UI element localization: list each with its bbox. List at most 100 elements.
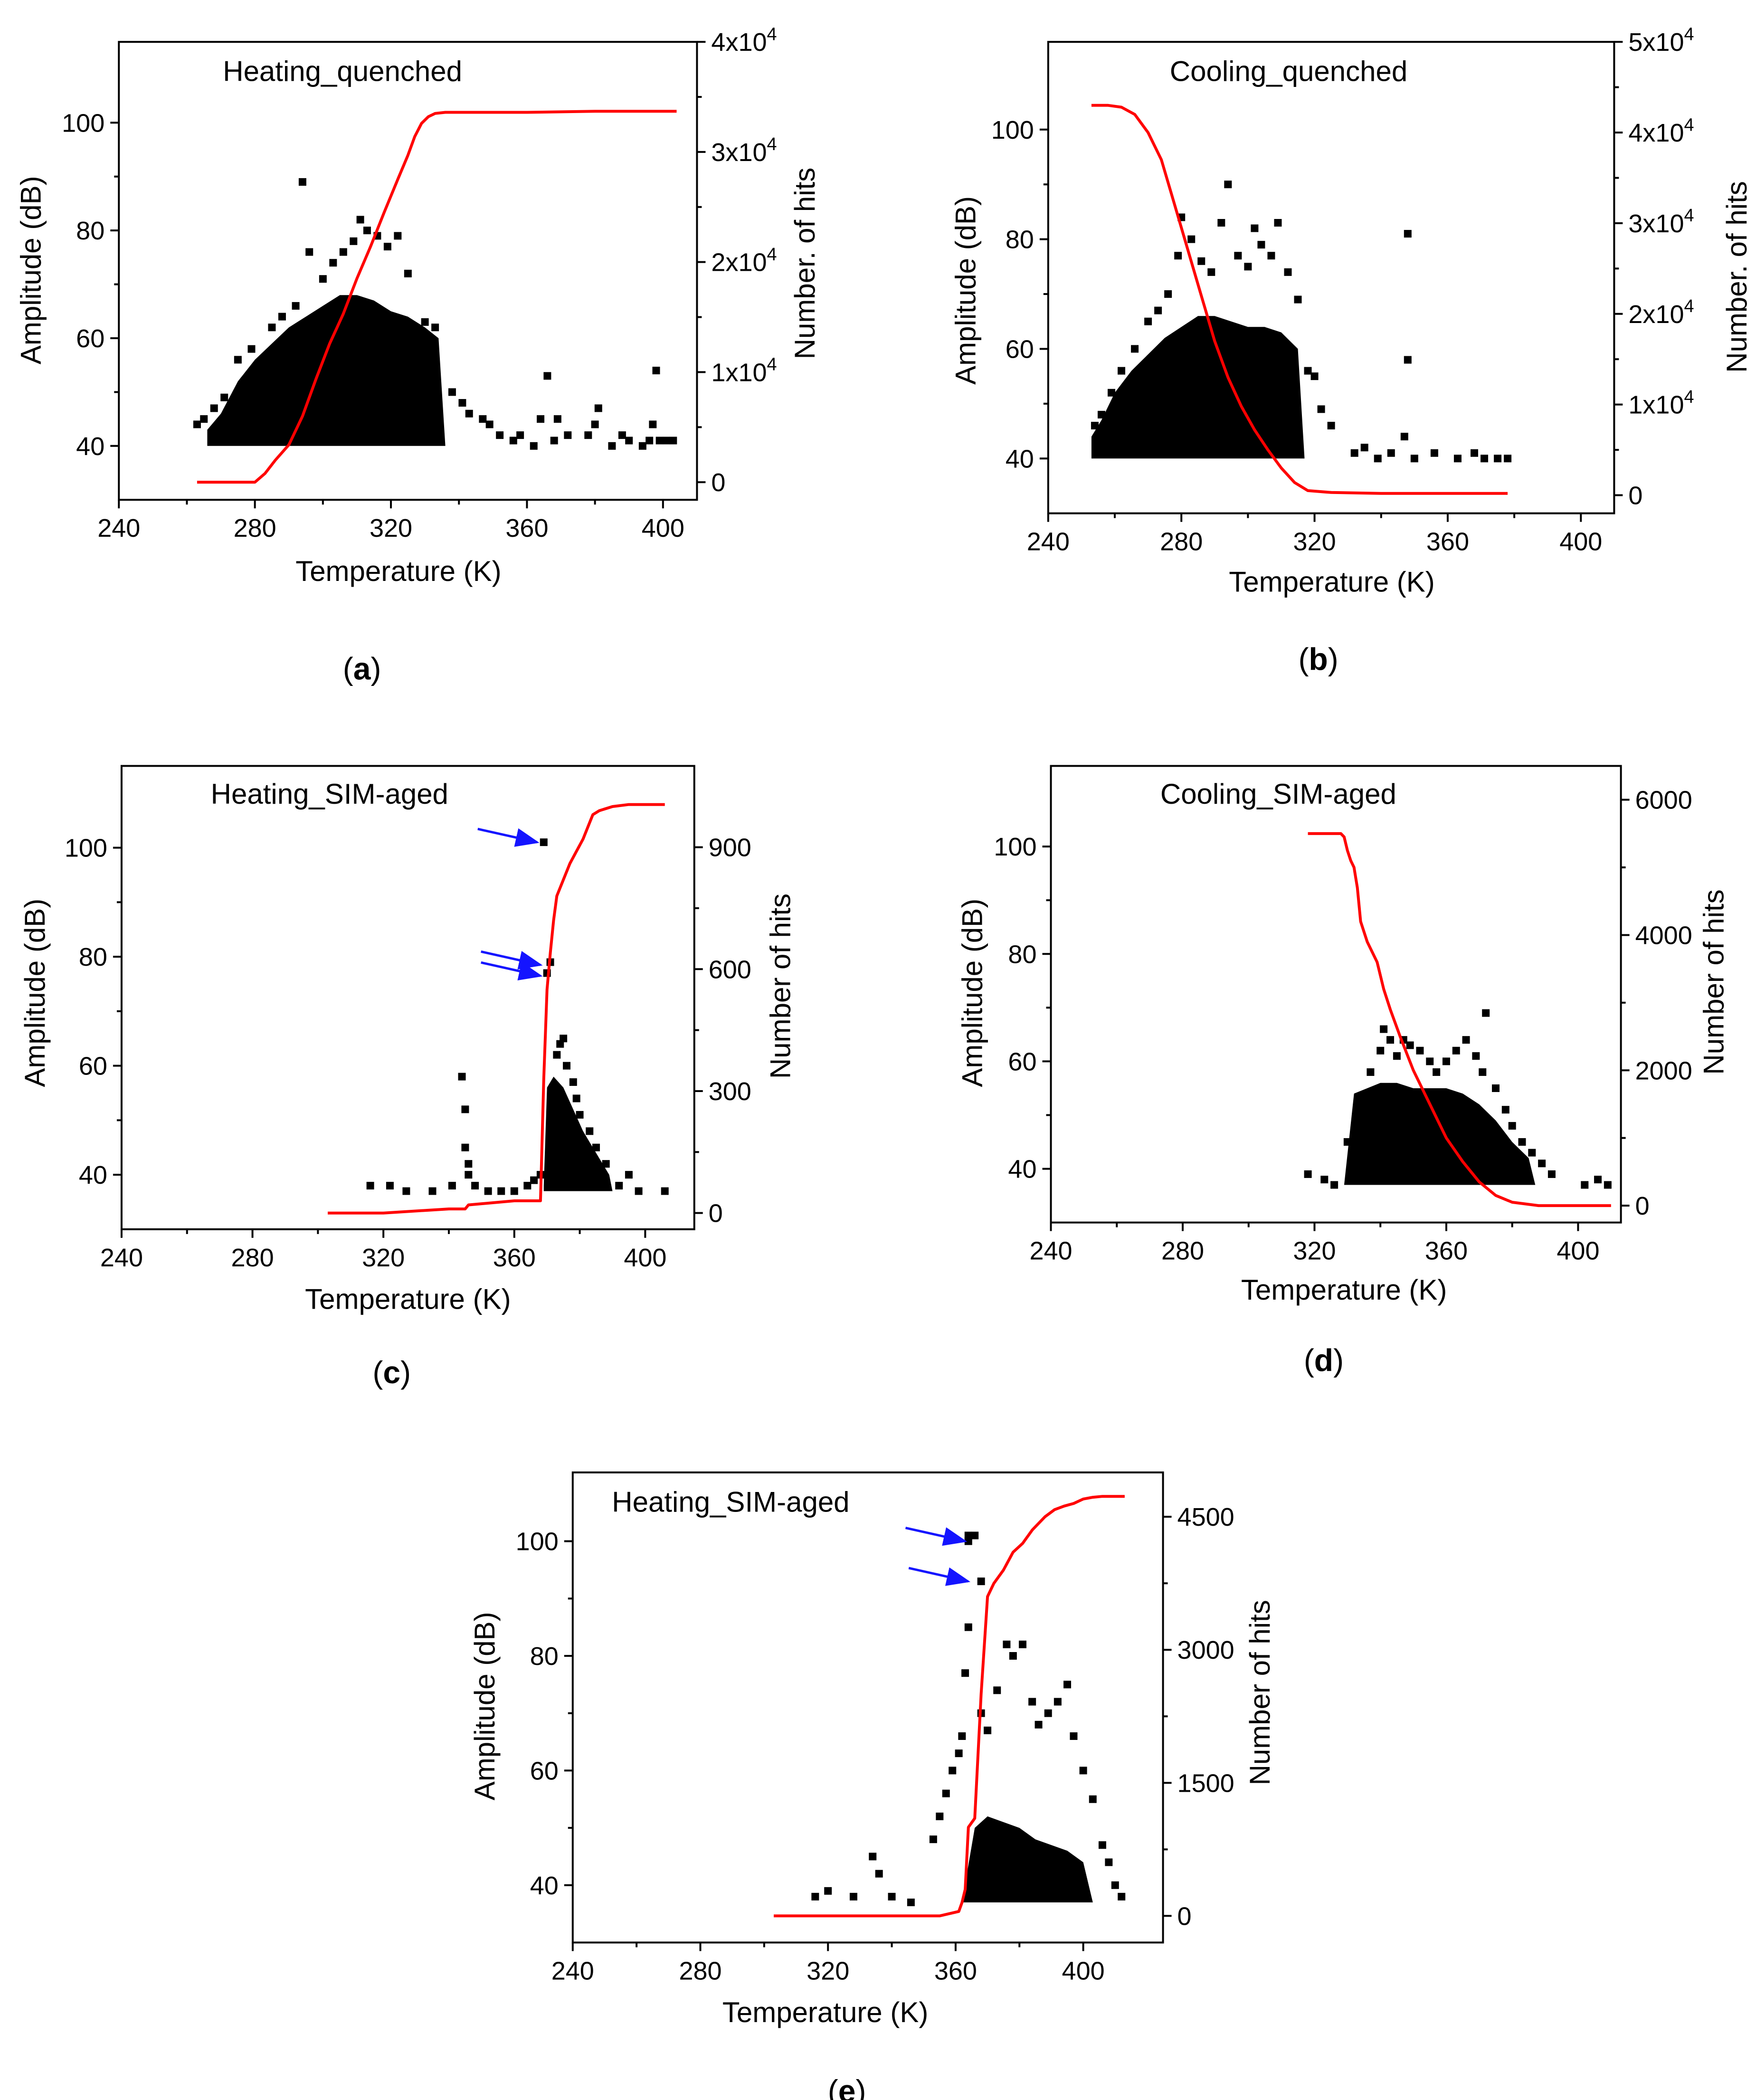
- annotation-arrow: [908, 1567, 971, 1586]
- scatter-point: [509, 437, 517, 445]
- y2-tick-label: 0: [1177, 1902, 1192, 1930]
- y-tick-label: 60: [530, 1757, 559, 1785]
- cumulative-hits-line: [1308, 832, 1611, 1207]
- y2-tick-label: 1x104: [1628, 387, 1694, 419]
- scatter-dense-region: [543, 1076, 613, 1191]
- y-tick-label: 60: [1006, 335, 1034, 363]
- scatter-dense-region: [962, 1816, 1093, 1902]
- scatter-point: [1501, 1106, 1509, 1114]
- y2-tick-label: 3000: [1177, 1636, 1234, 1664]
- scatter-point: [1164, 290, 1172, 298]
- y2-tick-label: 2x104: [711, 245, 777, 277]
- scatter-point: [1217, 219, 1225, 227]
- scatter-point: [1433, 1068, 1441, 1076]
- scatter-point: [1518, 1138, 1526, 1146]
- scatter-point: [210, 404, 218, 412]
- scatter-point: [1144, 317, 1152, 325]
- scatter-point: [1251, 224, 1259, 232]
- y2-tick-label: 300: [709, 1077, 751, 1106]
- scatter-point: [1003, 1640, 1011, 1648]
- x-axis-label: Temperature (K): [722, 1996, 928, 2028]
- scatter-point: [1054, 1698, 1062, 1706]
- scatter-point: [1028, 1698, 1036, 1706]
- scatter-point: [298, 178, 306, 186]
- scatter-point: [1404, 230, 1412, 238]
- scatter-point: [1452, 1046, 1460, 1055]
- y-tick-label: 100: [991, 116, 1034, 144]
- scatter-point: [1482, 1009, 1490, 1017]
- scatter-point: [1350, 449, 1358, 457]
- x-tick-label: 400: [624, 1244, 666, 1272]
- x-tick-label: 360: [1426, 528, 1469, 556]
- y-tick-label: 40: [530, 1872, 559, 1900]
- y-axis-label: Amplitude (dB): [949, 196, 981, 385]
- y-tick-label: 80: [76, 217, 104, 245]
- x-tick-label: 240: [1029, 1237, 1072, 1265]
- scatter-point: [1462, 1036, 1470, 1044]
- x-tick-label: 240: [97, 514, 140, 542]
- scatter-point: [984, 1726, 992, 1734]
- x-tick-label: 360: [934, 1957, 977, 1985]
- scatter-point: [402, 1187, 410, 1195]
- scatter-point: [1118, 1892, 1126, 1900]
- scatter-point: [386, 1182, 394, 1190]
- scatter-point: [305, 248, 313, 256]
- x-tick-label: 360: [1425, 1237, 1468, 1265]
- scatter-point: [465, 1171, 473, 1179]
- scatter-point: [591, 420, 599, 428]
- scatter-point: [1089, 1795, 1097, 1803]
- panel-caption: (b): [1298, 642, 1338, 677]
- scatter-point: [1430, 449, 1438, 457]
- scatter-point: [1207, 268, 1215, 276]
- cumulative-hits-line: [774, 1495, 1125, 1918]
- plot-frame: [571, 1471, 1164, 1944]
- y2-tick-label: 4500: [1177, 1503, 1234, 1531]
- y2-tick-label: 0: [711, 468, 725, 497]
- annotation-arrow: [477, 827, 540, 847]
- scatter-point: [1376, 1046, 1385, 1055]
- panel-caption: (d): [1304, 1343, 1344, 1378]
- scatter-point: [1197, 257, 1205, 265]
- scatter-point: [602, 1160, 610, 1168]
- scatter-point: [1406, 1041, 1414, 1049]
- y2-axis-label: Number of hits: [765, 893, 797, 1079]
- x-tick-label: 400: [1559, 528, 1602, 556]
- scatter-point: [234, 356, 242, 364]
- scatter-dense-region: [1344, 1083, 1536, 1185]
- scatter-point: [553, 1051, 561, 1059]
- plot-frame: [120, 765, 695, 1230]
- scatter-point: [1492, 1084, 1500, 1092]
- scatter-point: [497, 1187, 505, 1195]
- scatter-point: [1581, 1181, 1589, 1189]
- scatter-point: [394, 232, 402, 240]
- scatter-point: [329, 259, 337, 267]
- x-tick-label: 400: [1062, 1957, 1105, 1985]
- scatter-point: [560, 1035, 568, 1043]
- scatter-point: [576, 1111, 584, 1119]
- scatter-point: [363, 227, 371, 235]
- annotation-arrow: [905, 1527, 968, 1546]
- y-tick-label: 40: [1008, 1155, 1036, 1184]
- scatter-point: [977, 1577, 985, 1586]
- scatter-dense-region: [1091, 316, 1305, 459]
- cumulative-hits-line: [1091, 104, 1508, 495]
- scatter-point: [1327, 422, 1335, 430]
- scatter-point: [1508, 1122, 1516, 1130]
- scatter-point: [537, 415, 545, 423]
- scatter-point: [608, 442, 616, 450]
- scatter-point: [1367, 1068, 1375, 1076]
- scatter-point: [1018, 1640, 1026, 1648]
- x-tick-label: 280: [1160, 528, 1203, 556]
- y2-tick-label: 0: [709, 1199, 723, 1228]
- scatter-point: [811, 1892, 819, 1900]
- scatter-point: [540, 838, 548, 846]
- y2-tick-label: 1x104: [711, 355, 777, 387]
- panel-c: 240 280 320 360 400 40 60 80 100 0 300 600 900 Temper…: [19, 765, 797, 1390]
- y2-tick-label: 6000: [1635, 786, 1692, 815]
- scatter-point: [465, 409, 473, 418]
- x-axis-label: Temperature (K): [1241, 1274, 1447, 1306]
- scatter-point: [1304, 367, 1312, 375]
- annotation-arrow: [481, 950, 543, 970]
- scatter-point: [1044, 1709, 1052, 1717]
- x-tick-label: 240: [551, 1957, 594, 1985]
